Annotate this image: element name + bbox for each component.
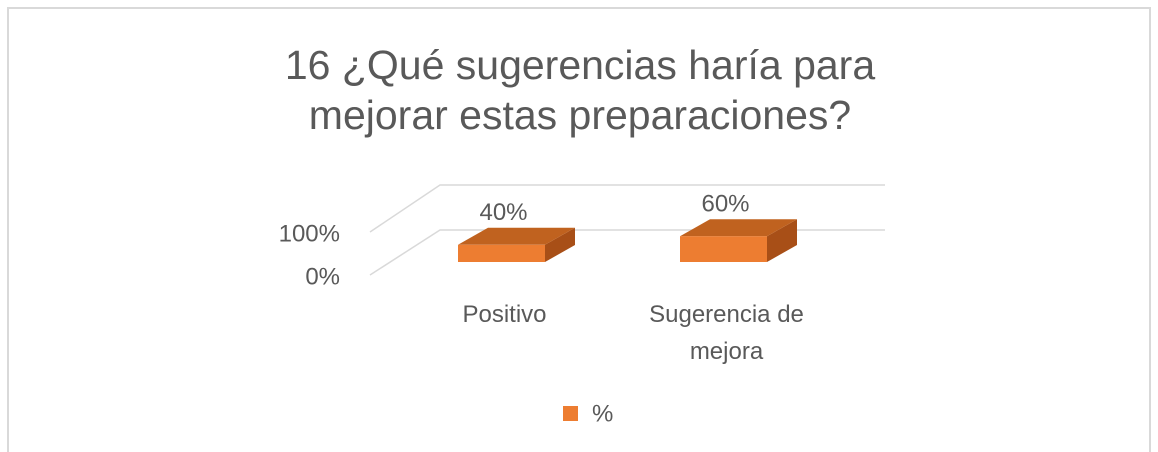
chart-border [7,7,1151,452]
bar-top [458,227,575,245]
bar [680,219,797,262]
x-tick-label: Sugerencia de mejora [649,301,804,365]
y-tick-label: 0% [305,263,340,290]
x-tick-label: Positivo [462,301,547,328]
bar [458,227,575,262]
bar-front [458,244,545,262]
bar-side [545,227,575,262]
bar-top [680,219,797,237]
chart-title: 16 ¿Qué sugerencias haría para mejorar es… [285,42,875,138]
bar-side [767,219,797,262]
bar-front [680,236,767,262]
legend-swatch [563,406,578,421]
data-label: 60% [701,191,749,218]
legend-label: % [592,400,613,427]
grid-line [369,184,885,233]
y-tick-label: 100% [279,220,340,247]
grid-line [369,229,885,276]
data-label: 40% [479,199,527,226]
